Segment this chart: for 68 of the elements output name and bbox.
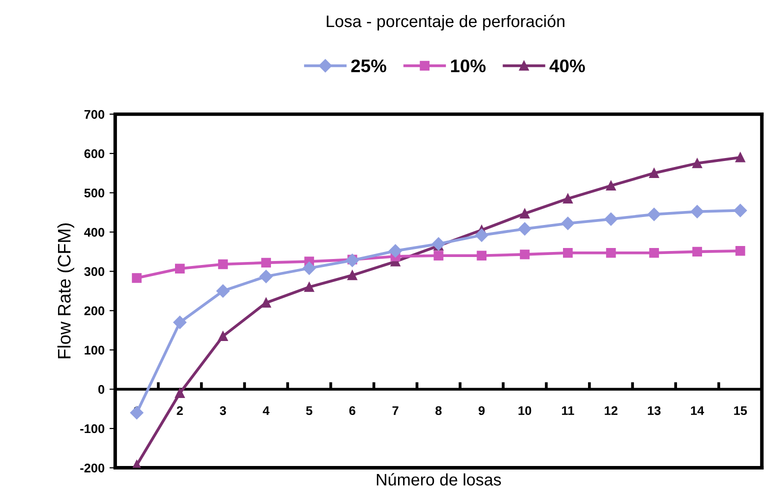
point xyxy=(175,388,185,398)
point xyxy=(649,248,659,258)
point xyxy=(304,282,314,292)
x-tick-label: 4 xyxy=(262,406,270,415)
point xyxy=(692,158,702,168)
point xyxy=(432,237,446,250)
point xyxy=(260,270,273,284)
point xyxy=(476,250,486,260)
point xyxy=(175,264,185,274)
point xyxy=(563,194,573,204)
x-tick-label: 3 xyxy=(220,406,226,416)
point xyxy=(649,168,659,178)
x-axis-title: Número de losas xyxy=(376,473,501,486)
point xyxy=(475,228,488,242)
x-tick-label: 11 xyxy=(562,406,574,415)
x-tick-label: 2 xyxy=(176,406,183,415)
point xyxy=(520,208,530,218)
point xyxy=(690,205,704,218)
legend-label: 25% xyxy=(351,59,386,72)
x-tick-label: 15 xyxy=(734,406,747,416)
y-tick-label: 100 xyxy=(84,346,104,355)
x-tick-label: 6 xyxy=(349,406,356,416)
y-tick-label: 0 xyxy=(98,385,104,394)
point xyxy=(520,250,530,260)
point xyxy=(347,270,358,280)
x-tick-label: 9 xyxy=(478,406,485,416)
legend-label: 10% xyxy=(451,59,486,72)
point xyxy=(218,331,228,342)
point xyxy=(302,262,316,275)
chart-title: Losa - porcentaje de perforación xyxy=(326,14,564,30)
point xyxy=(692,246,702,257)
y-tick-label: 400 xyxy=(84,228,104,237)
point xyxy=(647,208,661,221)
x-tick-label: 10 xyxy=(518,406,532,416)
point xyxy=(261,298,271,308)
point xyxy=(734,204,747,218)
x-tick-label: 14 xyxy=(691,406,704,415)
y-tick-label: 200 xyxy=(84,306,104,316)
y-tick-label: 500 xyxy=(84,188,104,198)
point xyxy=(606,248,616,258)
point xyxy=(561,216,574,230)
point xyxy=(735,152,746,162)
point xyxy=(388,244,402,258)
point xyxy=(563,248,573,258)
point xyxy=(434,250,444,260)
y-tick-label: 300 xyxy=(84,267,104,276)
x-tick-label: 8 xyxy=(435,406,442,416)
x-tick-label: 5 xyxy=(306,406,312,416)
y-tick-label: -200 xyxy=(80,464,104,472)
y-tick-label: 700 xyxy=(84,110,104,119)
x-tick-label: 7 xyxy=(392,406,398,415)
y-axis-title: Flow Rate (CFM) xyxy=(57,223,74,358)
point xyxy=(218,259,228,270)
y-tick-label: 600 xyxy=(84,149,104,158)
point xyxy=(606,180,616,191)
point xyxy=(604,212,618,226)
point xyxy=(130,406,144,420)
point xyxy=(261,258,271,268)
x-tick-label: 12 xyxy=(604,406,618,415)
point xyxy=(173,316,186,330)
point xyxy=(735,246,746,256)
legend-label: 40% xyxy=(550,59,585,72)
x-tick-label: 13 xyxy=(648,406,661,416)
point xyxy=(216,284,230,298)
point xyxy=(518,222,532,236)
point xyxy=(346,254,359,267)
y-tick-label: -100 xyxy=(80,424,104,434)
point xyxy=(132,273,142,283)
